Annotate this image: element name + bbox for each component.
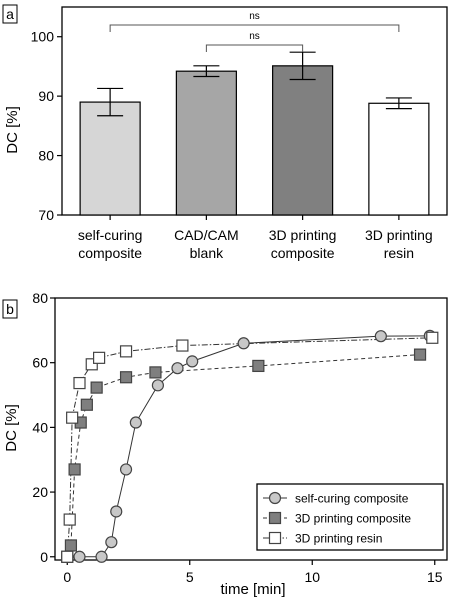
y-tick-label: 40 [32,419,48,435]
data-point [176,339,189,352]
data-point [92,351,106,364]
y-tick-label: 80 [32,290,48,306]
legend-label: self-curing composite [295,492,409,506]
panel-b-frame [54,297,448,561]
y-tick-label: 70 [38,207,54,223]
legend-marker [268,531,282,545]
y-tick-label: 80 [38,148,54,164]
legend-box [256,483,444,551]
data-point [61,550,74,563]
data-point [413,348,427,361]
bar [368,102,430,216]
legend-marker [268,511,282,525]
panel-a-y-axis-label: DC [%] [4,106,21,154]
category-label: CAD/CAM [174,227,239,243]
data-point [151,379,164,392]
panel-b-y-axis-label: DC [%] [3,404,20,452]
panel-a-label: a [6,6,14,22]
data-point [95,550,108,563]
data-point [426,331,439,344]
category-label: 3D printing [269,227,337,243]
y-tick-label: 20 [32,484,48,500]
data-point [63,513,76,526]
bar [272,65,334,216]
data-point [80,398,93,411]
panel-b-label: b [6,301,14,317]
data-point [186,355,199,368]
legend-label: 3D printing composite [295,512,411,526]
category-label: resin [384,245,414,261]
x-tick-label: 15 [427,569,443,585]
y-tick-label: 90 [38,88,54,104]
significance-label: ns [249,31,260,42]
bar [79,101,141,216]
panel-b-x-axis-label: time [min] [220,581,285,598]
data-point [85,358,98,371]
series-line [66,354,421,557]
panel-a-frame [61,6,448,216]
bar [175,70,237,216]
data-point [149,366,162,379]
y-tick-label: 100 [31,29,55,45]
legend: self-curing composite 3D printing composi… [256,483,444,551]
data-point [129,416,142,429]
data-point [119,345,133,358]
data-point [73,550,86,563]
data-point [110,505,123,518]
data-point [68,463,81,476]
category-label: self-curing [78,227,143,243]
legend-marker [268,491,282,505]
category-label: blank [190,245,224,261]
data-point [73,376,86,390]
x-tick-label: 0 [63,569,71,585]
data-point [66,411,79,424]
data-point [105,536,118,549]
panel-a-plot-area: 70 80 90 100 self-curing composite CAD/CAM blan… [31,6,448,261]
panel-b-plot-area: 0 20 40 60 80 0 5 10 15 self-curing composite 3D p… [32,290,448,585]
data-point [237,337,250,350]
significance-bracket [205,44,304,52]
data-point [374,330,387,343]
data-point [171,362,184,375]
panel-b-label-box [2,299,18,319]
panel-a-label-box [2,4,18,24]
panel-b: b 0 20 40 60 80 0 5 10 15 self-curing composite 3D… [2,290,448,598]
significance-bracket [109,24,400,32]
data-point [119,463,133,476]
significance-label: ns [249,11,260,22]
data-point [64,539,78,552]
data-point [252,359,265,373]
category-label: composite [78,245,142,261]
data-point [119,371,133,384]
x-tick-label: 10 [304,569,320,585]
legend-label: 3D printing resin [295,532,382,546]
x-tick-label: 5 [186,569,194,585]
category-label: 3D printing [365,227,433,243]
data-point [90,381,103,394]
category-label: composite [271,245,335,261]
y-tick-label: 0 [40,549,48,565]
y-tick-label: 60 [32,355,48,371]
panel-a: a 70 80 90 100 self-curing composite CAD/CAM bl… [2,4,448,261]
